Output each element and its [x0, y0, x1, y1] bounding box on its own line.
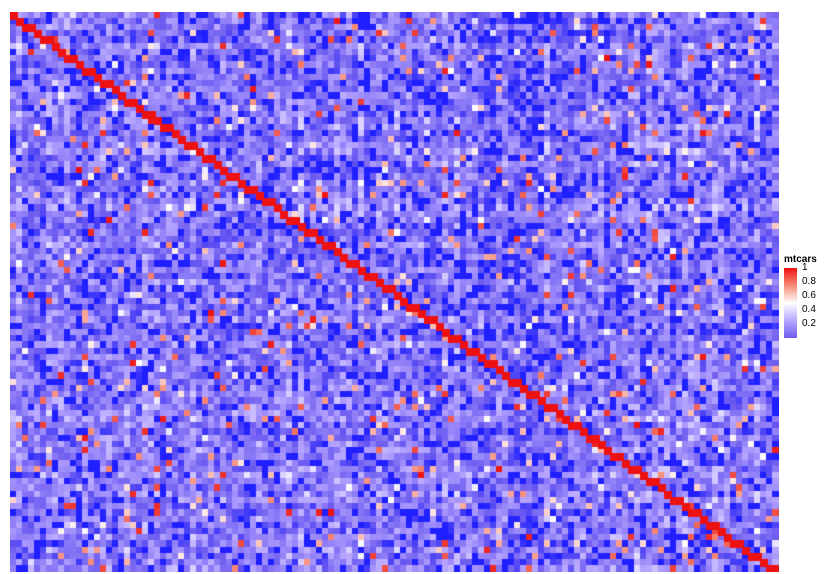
legend-label: 0.4 [802, 304, 816, 315]
legend-label: 0.2 [802, 318, 816, 329]
legend-gradient [784, 268, 797, 338]
colorbar-legend: mtcars 1 0.8 0.6 0.4 0.2 [784, 254, 828, 344]
legend-tick-mark [797, 310, 800, 311]
legend-tick-mark [797, 282, 800, 283]
heatmap-canvas [10, 12, 779, 572]
legend-title: mtcars [784, 254, 817, 265]
legend-tick-mark [797, 296, 800, 297]
legend-label: 1 [802, 262, 808, 273]
legend-tick-mark [797, 324, 800, 325]
legend-label: 0.6 [802, 290, 816, 301]
legend-tick-mark [797, 268, 800, 269]
legend-label: 0.8 [802, 276, 816, 287]
